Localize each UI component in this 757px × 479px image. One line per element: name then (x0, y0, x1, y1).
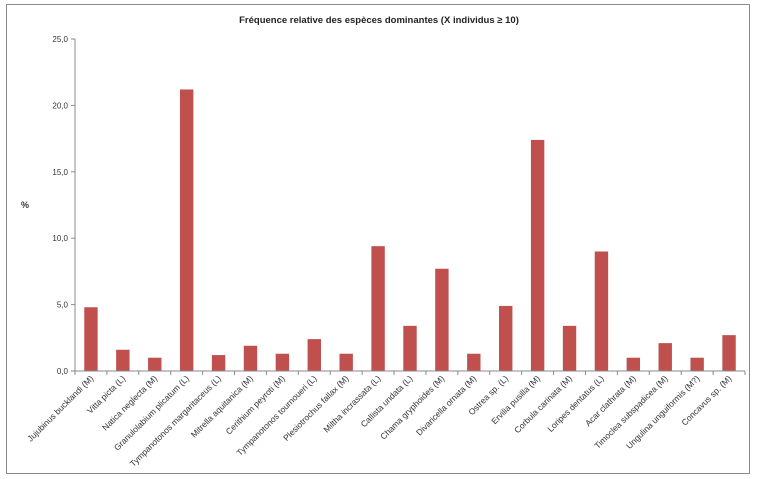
y-tick-label: 5,0 (57, 301, 69, 310)
bar (594, 251, 609, 371)
bars (84, 89, 736, 372)
bar (658, 343, 672, 371)
bar-chart: Fréquence relative des espèces dominante… (21, 15, 746, 469)
bar (530, 139, 545, 371)
y-axis: 0,0 5,0 10,0 15,0 20,0 25,0 (52, 35, 76, 376)
chart-frame: Fréquence relative des espèces dominante… (6, 4, 750, 474)
x-tick-label: Loripes dentatus (L) (545, 373, 606, 434)
bar (211, 355, 226, 371)
bar (339, 353, 353, 371)
x-tick-label: Natica neglecta (M) (100, 373, 159, 432)
x-tick-label: Divaricella ornata (M) (414, 373, 478, 437)
x-tick-label: Corbula carinata (M) (512, 373, 574, 435)
bar (116, 349, 130, 371)
bar (722, 335, 736, 371)
x-tick-label: Mitrella aquitanica (M) (189, 373, 255, 439)
bar (148, 357, 162, 371)
chart-title: Fréquence relative des espèces dominante… (239, 15, 519, 26)
bar (435, 268, 449, 371)
x-tick-label: Cerithium peyroti (M) (224, 373, 287, 436)
bar (307, 339, 321, 371)
y-axis-label: % (21, 200, 29, 210)
bar (467, 353, 481, 371)
y-tick-label: 15,0 (52, 168, 68, 177)
bar (562, 325, 577, 371)
y-tick-label: 10,0 (52, 234, 68, 243)
bar (403, 325, 417, 371)
bar (179, 89, 194, 372)
bar (84, 307, 98, 371)
bar (371, 246, 385, 371)
bar (275, 353, 290, 371)
bar (499, 305, 513, 371)
x-axis: Jujubinus bucklandi (M)Vitta picta (L)Na… (25, 370, 746, 469)
bar (243, 345, 258, 371)
bar (626, 357, 641, 371)
x-tick-label: Miltha incrassata (L) (321, 373, 382, 434)
y-tick-label: 0,0 (57, 367, 69, 376)
y-tick-label: 20,0 (52, 101, 68, 110)
y-tick-label: 25,0 (52, 35, 68, 44)
bar (690, 357, 704, 371)
